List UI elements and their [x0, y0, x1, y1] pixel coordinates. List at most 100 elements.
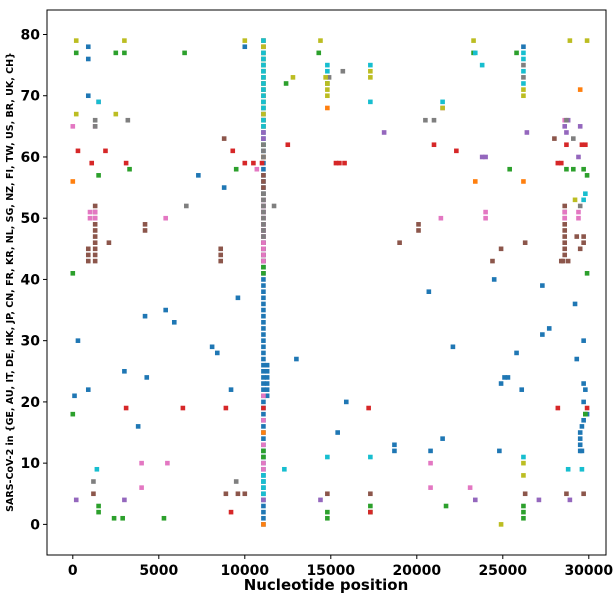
data-point-olive-17 [261, 111, 266, 117]
data-point-blue-117 [502, 375, 507, 380]
data-point-blue-104 [242, 44, 248, 50]
data-point-purple-17 [567, 497, 573, 503]
data-point-cyan-14 [261, 38, 266, 43]
data-point-olive-23 [325, 87, 330, 92]
data-point-blue-36 [261, 301, 266, 307]
data-point-olive-34 [567, 38, 573, 43]
data-point-red-12 [285, 142, 291, 148]
data-point-blue-93 [135, 424, 141, 429]
data-point-blue-124 [546, 326, 552, 331]
data-point-cyan-22 [325, 62, 330, 68]
data-point-gray-4 [184, 203, 189, 209]
x-tick-label: 25000 [478, 563, 527, 579]
y-axis-label: SARS-CoV-2 in {GE, AU, IT, DE, HK, JP, C… [5, 52, 16, 512]
data-point-olive-30 [521, 473, 526, 478]
data-point-blue-2 [261, 509, 266, 515]
data-point-blue-16 [261, 424, 266, 429]
data-point-pink-2 [87, 215, 93, 221]
data-point-brown-59 [564, 491, 569, 497]
data-point-olive-29 [498, 522, 504, 527]
data-point-olive-37 [325, 81, 330, 86]
data-point-blue-113 [450, 344, 456, 350]
data-point-purple-10 [479, 154, 485, 160]
y-tick-label: 40 [21, 272, 41, 288]
data-point-red-19 [454, 148, 459, 154]
data-point-pink-14 [261, 246, 266, 252]
data-point-cyan-16 [261, 485, 266, 490]
data-point-purple-7 [318, 497, 323, 503]
data-point-blue-84 [264, 368, 270, 374]
y-tick-label: 20 [21, 395, 41, 411]
x-tick-label: 0 [68, 563, 78, 579]
data-point-pink-27 [261, 393, 266, 399]
data-point-olive-24 [325, 93, 330, 99]
data-point-brown-20 [221, 136, 227, 141]
data-point-cyan-9 [261, 75, 266, 80]
data-point-olive-20 [290, 75, 296, 80]
data-point-blue-100 [214, 350, 220, 356]
data-point-brown-7 [92, 240, 98, 245]
data-point-purple-11 [483, 154, 488, 160]
data-point-green-0 [70, 411, 76, 417]
data-point-green-12 [182, 50, 187, 56]
data-point-red-8 [230, 148, 236, 154]
data-point-blue-81 [264, 387, 270, 392]
data-point-brown-53 [562, 234, 568, 239]
data-point-brown-60 [565, 258, 571, 264]
data-point-red-10 [251, 160, 256, 166]
data-point-brown-66 [325, 491, 330, 497]
data-point-blue-83 [264, 375, 270, 380]
data-point-blue-132 [581, 399, 586, 405]
data-point-brown-10 [92, 222, 98, 227]
data-point-purple-0 [73, 497, 79, 503]
data-point-purple-13 [536, 497, 542, 503]
data-point-red-27 [261, 405, 266, 411]
data-point-red-22 [555, 405, 561, 411]
y-tick-label: 10 [21, 456, 41, 472]
data-point-purple-14 [562, 124, 568, 129]
data-point-brown-13 [92, 203, 98, 209]
data-point-red-1 [89, 160, 95, 166]
data-point-blue-101 [221, 185, 227, 190]
x-tick-label: 15000 [306, 563, 355, 579]
data-point-gray-22 [521, 62, 526, 68]
data-point-blue-34 [261, 313, 266, 319]
data-point-cyan-26 [440, 99, 445, 105]
data-point-olive-35 [572, 197, 578, 203]
data-point-blue-40 [261, 277, 266, 282]
data-point-red-17 [368, 509, 373, 515]
data-point-purple-15 [564, 130, 569, 135]
data-point-cyan-15 [261, 491, 266, 497]
data-point-blue-22 [261, 387, 266, 392]
data-point-cyan-33 [521, 81, 526, 86]
data-point-blue-92 [122, 368, 127, 374]
data-point-cyan-0 [94, 466, 100, 472]
data-point-red-15 [342, 160, 347, 166]
data-point-cyan-34 [565, 466, 571, 472]
data-point-brown-4 [92, 258, 98, 264]
data-point-pink-30 [438, 215, 444, 221]
data-point-gray-14 [261, 154, 266, 160]
data-point-brown-42 [416, 222, 421, 227]
data-point-blue-14 [261, 436, 266, 441]
data-point-pink-0 [70, 124, 76, 129]
data-point-pink-24 [261, 460, 266, 466]
data-point-gray-1 [92, 124, 98, 129]
data-point-blue-114 [491, 277, 497, 282]
x-tick-label: 30000 [564, 563, 613, 579]
data-point-orange-0 [261, 522, 266, 527]
data-point-gray-10 [261, 209, 266, 215]
data-points [70, 38, 590, 527]
data-point-blue-27 [261, 356, 266, 362]
data-point-blue-130 [577, 430, 583, 435]
data-point-orange-8 [325, 105, 330, 111]
data-point-blue-90 [85, 56, 91, 62]
data-point-blue-96 [163, 307, 168, 313]
data-point-pink-23 [261, 466, 266, 472]
data-point-green-33 [564, 166, 569, 172]
data-point-gray-6 [261, 234, 266, 239]
data-point-pink-26 [261, 417, 266, 423]
data-point-red-13 [333, 160, 339, 166]
data-point-red-0 [75, 148, 81, 154]
data-point-gray-11 [261, 203, 266, 209]
